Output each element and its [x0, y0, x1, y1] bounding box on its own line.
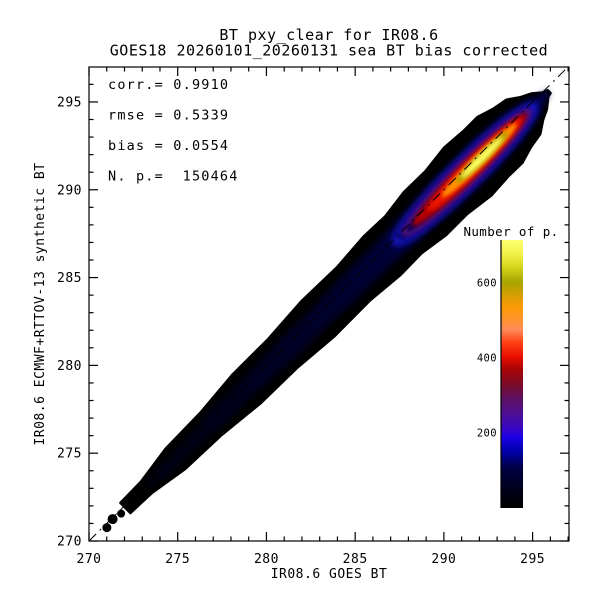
colorbar-tick-label: 400 [477, 353, 497, 365]
density-band [102, 88, 552, 533]
y-tick-label: 275 [57, 447, 82, 462]
density-yellow-peak [461, 137, 503, 178]
x-tick-label: 280 [254, 552, 279, 567]
stat-bias: bias = 0.0554 [108, 138, 229, 154]
y-tick-label: 290 [57, 183, 82, 198]
colorbar-gradient [501, 240, 523, 508]
density-blue-ring [392, 102, 538, 246]
colorbar-title: Number of p. [463, 224, 558, 239]
x-tick-label: 275 [165, 552, 190, 567]
reference-line-y-equals-x [88, 66, 569, 542]
axes-layer: 270 275 280 285 290 295 270 275 280 285 290 295 200 4… [57, 66, 570, 567]
plot-frame [88, 66, 570, 542]
stat-rmse: rmse = 0.5339 [108, 108, 229, 124]
y-axis-label: IR08.6 ECMWF+RTTOV-13 synthetic BT [33, 162, 48, 445]
x-tick-label: 290 [431, 552, 456, 567]
x-tick-label: 285 [343, 552, 368, 567]
y-tick-label: 285 [57, 271, 82, 286]
density-purple-ring [401, 108, 533, 237]
x-tick-label: 270 [77, 552, 102, 567]
stat-corr: corr.= 0.9910 [108, 77, 229, 93]
stat-npoints: N. p.= 150464 [108, 169, 239, 185]
x-axis-label: IR08.6 GOES BT [271, 567, 388, 582]
colorbar-tick-label: 600 [477, 278, 497, 290]
density-band-layer [88, 66, 569, 542]
colorbar-tick-label: 200 [477, 428, 497, 440]
y-tick-label: 280 [57, 359, 82, 374]
y-tick-label: 295 [57, 95, 82, 110]
chart-title-line1: BT pxy_clear for IR08.6 [219, 26, 438, 44]
density-dot [107, 514, 118, 525]
chart-title-line2: GOES18 20260101_20260131 sea BT bias cor… [110, 42, 548, 60]
y-tick-label: 270 [57, 535, 82, 550]
x-tick-label: 295 [520, 552, 545, 567]
density-dot [117, 509, 126, 518]
